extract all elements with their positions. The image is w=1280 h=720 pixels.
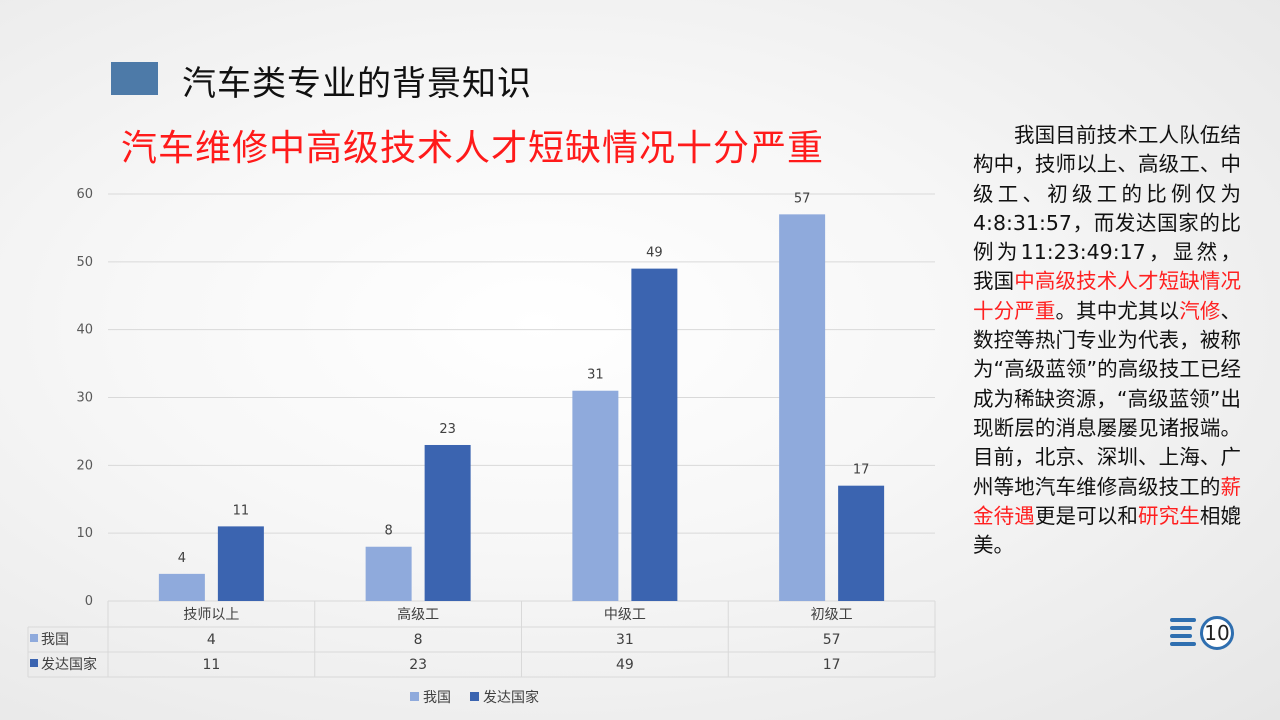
table-cell: 11 bbox=[202, 657, 220, 673]
side-text-3: 、数控等热门专业为代表，被称为“高级蓝领”的高级技工已经成为稀缺资源，“高级蓝领… bbox=[973, 298, 1241, 499]
side-text-4: 更是可以和 bbox=[1034, 503, 1138, 528]
side-text-5: 相媲美。 bbox=[973, 503, 1241, 558]
page-number: 10 bbox=[1200, 616, 1234, 650]
legend-swatch bbox=[410, 692, 419, 701]
data-label: 31 bbox=[587, 368, 604, 383]
bar-chart: 0 10 20 30 40 50 60 4 4 11 11 技师以上 8 8 23 23 高级工 31 31 49 49… bbox=[27, 187, 936, 706]
x-tick-label: 初级工 bbox=[811, 606, 853, 623]
bar bbox=[631, 268, 678, 601]
title-accent-block bbox=[111, 62, 158, 95]
bar bbox=[424, 444, 471, 601]
legend-label: 发达国家 bbox=[483, 689, 539, 706]
chart-title: 汽车维修中高级技术人才短缺情况十分严重 bbox=[121, 128, 825, 169]
section-title: 汽车类专业的背景知识 bbox=[182, 64, 532, 104]
side-text-1: 我国目前技术工人队伍结构中，技师以上、高级工、中级工、初级工的比例仅为4:8:3… bbox=[973, 123, 1241, 294]
y-tick-label: 40 bbox=[76, 323, 93, 338]
table-cell: 4 bbox=[207, 632, 216, 648]
bar bbox=[365, 546, 412, 601]
table-row-header: 我国 bbox=[41, 632, 69, 648]
x-tick-label: 高级工 bbox=[397, 606, 439, 623]
page-number-badge: 10 bbox=[1170, 612, 1242, 658]
legend-swatch bbox=[470, 692, 479, 701]
table-cell: 31 bbox=[616, 632, 634, 648]
table-row-header: 发达国家 bbox=[41, 656, 97, 673]
data-label: 17 bbox=[853, 463, 870, 478]
data-label: 49 bbox=[646, 246, 663, 261]
data-label: 8 bbox=[384, 524, 392, 539]
bar bbox=[779, 214, 826, 601]
bar bbox=[158, 573, 205, 601]
y-tick-label: 50 bbox=[76, 255, 93, 270]
legend-key bbox=[30, 659, 38, 667]
y-tick-label: 20 bbox=[76, 458, 93, 473]
side-text-highlight-4: 研究生 bbox=[1138, 503, 1200, 528]
legend-key bbox=[30, 634, 38, 642]
bar bbox=[217, 526, 264, 601]
side-text-highlight-3: 薪金待遇 bbox=[973, 474, 1241, 528]
y-tick-label: 10 bbox=[76, 526, 93, 541]
side-text-highlight-1: 中高级技术人才短缺情况十分严重 bbox=[973, 269, 1241, 323]
side-text-highlight-2: 汽修 bbox=[1179, 298, 1221, 323]
table-cell: 17 bbox=[823, 657, 841, 673]
bar bbox=[572, 390, 619, 601]
data-label: 57 bbox=[794, 191, 811, 206]
table-cell: 49 bbox=[616, 657, 634, 673]
side-paragraph: 我国目前技术工人队伍结构中，技师以上、高级工、中级工、初级工的比例仅为4:8:3… bbox=[973, 121, 1241, 560]
x-tick-label: 中级工 bbox=[604, 607, 646, 623]
side-text-2: 。其中尤其以 bbox=[1055, 298, 1180, 323]
y-tick-label: 0 bbox=[85, 594, 93, 609]
y-tick-label: 60 bbox=[76, 187, 93, 202]
bar bbox=[838, 485, 885, 601]
table-cell: 23 bbox=[409, 657, 427, 673]
y-tick-label: 30 bbox=[76, 391, 93, 406]
data-label: 4 bbox=[178, 551, 186, 566]
data-label: 23 bbox=[439, 422, 456, 437]
table-cell: 8 bbox=[414, 632, 423, 648]
data-label: 11 bbox=[233, 503, 250, 518]
table-cell: 57 bbox=[823, 632, 841, 648]
legend-label: 我国 bbox=[423, 690, 451, 706]
x-tick-label: 技师以上 bbox=[183, 607, 239, 623]
